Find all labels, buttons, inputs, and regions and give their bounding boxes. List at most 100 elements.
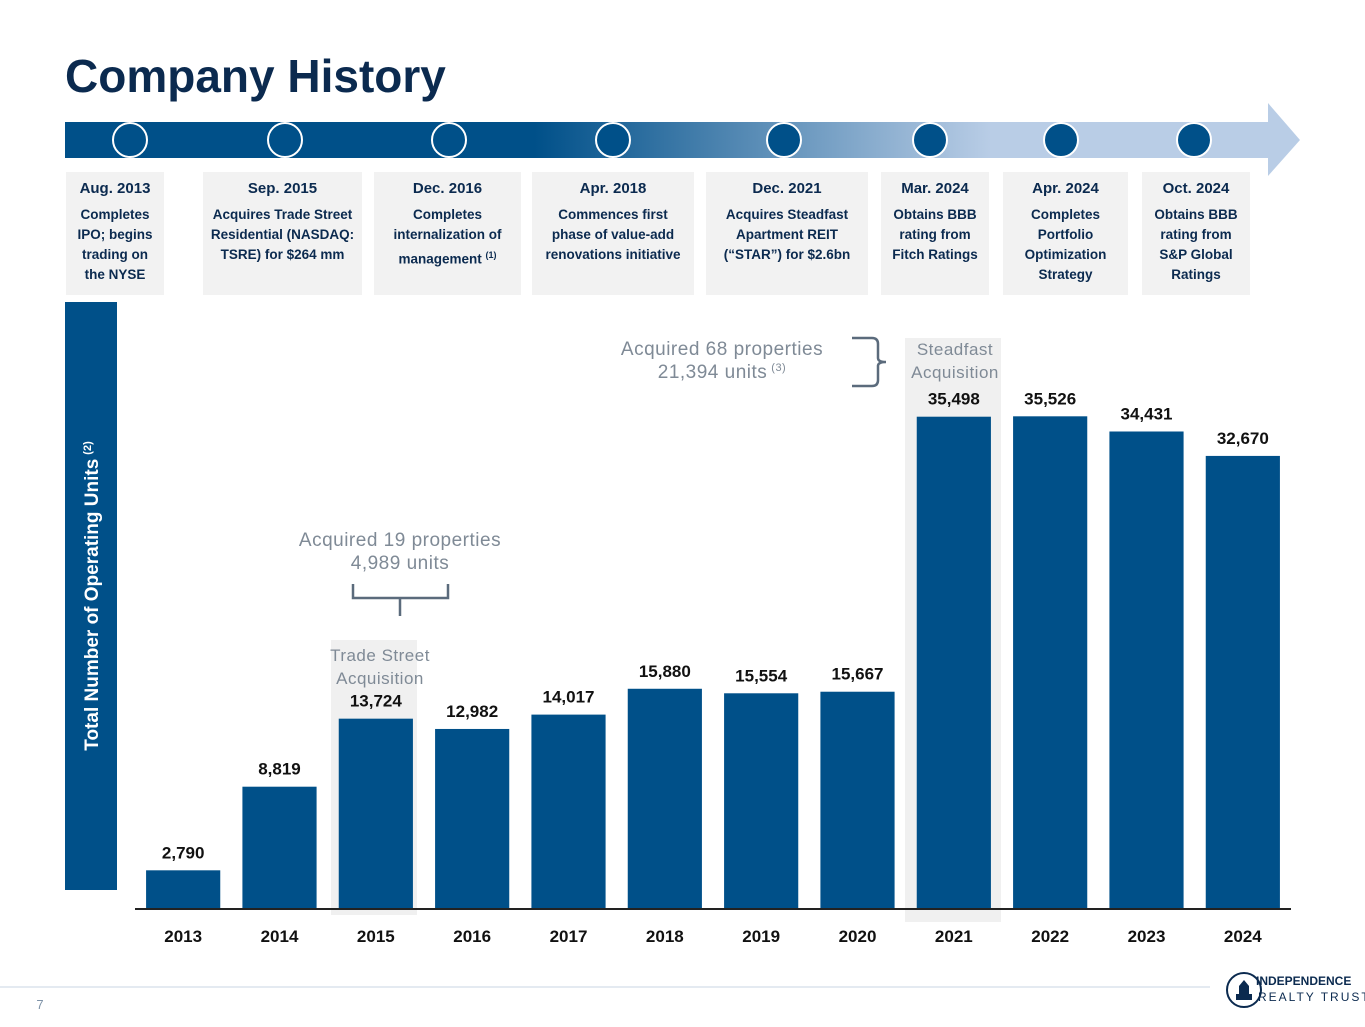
annotation: Acquisition xyxy=(336,669,424,688)
event-desc: Acquires Steadfast Apartment REIT (“STAR… xyxy=(723,207,851,262)
data-label: 32,670 xyxy=(1217,429,1269,448)
event-box: Apr. 2018 Commences first phase of value-… xyxy=(532,172,694,295)
event-date: Apr. 2024 xyxy=(1032,180,1099,197)
event-desc: Obtains BBB rating from Fitch Ratings xyxy=(892,207,978,262)
timeline-arrow xyxy=(65,103,1300,176)
data-label: 35,498 xyxy=(928,390,980,409)
event-box: Sep. 2015 Acquires Trade Street Residenti… xyxy=(203,172,362,295)
bar xyxy=(916,416,991,909)
event-date: Sep. 2015 xyxy=(247,180,318,197)
brace xyxy=(351,584,450,616)
x-tick-label: 2015 xyxy=(357,927,395,946)
data-label: 2,790 xyxy=(162,843,205,862)
x-tick-label: 2016 xyxy=(453,927,491,946)
data-label: 12,982 xyxy=(446,702,498,721)
event-date: Oct. 2024 xyxy=(1162,180,1230,197)
event-desc: Obtains BBB rating from S&P Global Ratin… xyxy=(1154,207,1238,282)
event-text: Obtains BBB rating from Fitch Ratings xyxy=(887,205,983,265)
event-desc: Completes internalization of management xyxy=(393,207,502,267)
event-date: Apr. 2018 xyxy=(579,180,647,197)
title: Company History xyxy=(65,50,446,102)
footnote-ref: (1) xyxy=(485,250,497,260)
annotation: Acquired 68 properties xyxy=(621,339,823,360)
bar xyxy=(146,870,221,909)
timeline-dot xyxy=(1176,122,1212,158)
data-label: 13,724 xyxy=(350,692,403,711)
x-tick-label: 2023 xyxy=(1128,927,1166,946)
annotation: 21,394 units (3) xyxy=(658,362,786,383)
bar xyxy=(531,714,606,909)
event-desc: Completes Portfolio Optimization Strateg… xyxy=(1024,207,1107,282)
footnote-ref: (3) xyxy=(771,362,786,374)
data-label: 34,431 xyxy=(1121,404,1173,423)
event-text: Acquires Steadfast Apartment REIT (“STAR… xyxy=(712,205,862,265)
event-text: Completes internalization of management … xyxy=(380,205,515,270)
event-text: Obtains BBB rating from S&P Global Ratin… xyxy=(1148,205,1244,285)
timeline-dot xyxy=(112,122,148,158)
event-box: Dec. 2016 Completes internalization of ma… xyxy=(374,172,521,295)
x-tick-label: 2018 xyxy=(646,927,684,946)
timeline-dot xyxy=(912,122,948,158)
logo-text: REALTY TRUST xyxy=(1258,990,1365,1004)
data-label: 14,017 xyxy=(543,688,595,707)
bar xyxy=(435,728,510,909)
bar xyxy=(724,693,799,909)
bar xyxy=(1109,431,1184,909)
x-tick-label: 2013 xyxy=(164,927,202,946)
event-desc: Completes IPO; begins trading on the NYS… xyxy=(77,207,153,282)
event-text: Acquires Trade Street Residential (NASDA… xyxy=(209,205,356,265)
annotation: Trade Street xyxy=(330,646,430,665)
y-label-box xyxy=(65,302,117,890)
x-tick-label: 2014 xyxy=(261,927,299,946)
annotation: Acquisition xyxy=(911,363,999,382)
x-tick-label: 2017 xyxy=(550,927,588,946)
event-box: Oct. 2024 Obtains BBB rating from S&P Glo… xyxy=(1142,172,1250,295)
event-date: Dec. 2021 xyxy=(752,180,822,197)
event-text: Completes Portfolio Optimization Strateg… xyxy=(1009,205,1122,285)
bar xyxy=(1205,455,1280,909)
y-axis-label: Total Number of Operating Units(2) xyxy=(82,441,103,751)
data-label: 15,667 xyxy=(832,665,884,684)
event-date: Dec. 2016 xyxy=(412,180,483,197)
bar xyxy=(1013,416,1088,909)
timeline-dot xyxy=(267,122,303,158)
timeline-dot xyxy=(1043,122,1079,158)
event-box: Apr. 2024 Completes Portfolio Optimizatio… xyxy=(1003,172,1128,295)
event-text: Completes IPO; begins trading on the NYS… xyxy=(72,205,158,285)
x-tick-label: 2019 xyxy=(742,927,780,946)
event-box: Aug. 2013 Completes IPO; begins trading o… xyxy=(66,172,164,295)
logo-building xyxy=(1236,980,1252,1000)
data-label: 8,819 xyxy=(258,760,301,779)
event-desc: Acquires Trade Street Residential (NASDA… xyxy=(210,207,355,262)
timeline-dot xyxy=(595,122,631,158)
logo-mark xyxy=(1226,972,1262,1008)
annotation-text: 21,394 units xyxy=(658,362,768,383)
bar xyxy=(627,688,702,909)
event-desc: Commences first phase of value-add renov… xyxy=(545,207,681,262)
timeline-dot xyxy=(431,122,467,158)
brace xyxy=(852,336,887,388)
bar xyxy=(820,691,895,909)
event-box: Mar. 2024 Obtains BBB rating from Fitch R… xyxy=(881,172,989,295)
bar xyxy=(242,786,317,909)
event-box: Dec. 2021 Acquires Steadfast Apartment RE… xyxy=(706,172,868,295)
data-label: 15,880 xyxy=(639,662,691,681)
x-tick-label: 2020 xyxy=(839,927,877,946)
x-tick-label: 2024 xyxy=(1224,927,1262,946)
event-text: Commences first phase of value-add renov… xyxy=(538,205,688,265)
event-date: Aug. 2013 xyxy=(79,180,151,197)
data-label: 35,526 xyxy=(1024,389,1076,408)
event-date: Mar. 2024 xyxy=(901,180,969,197)
x-tick-label: 2022 xyxy=(1031,927,1069,946)
timeline-dot xyxy=(766,122,802,158)
logo-text: INDEPENDENCE xyxy=(1256,974,1351,988)
page-number: 7 xyxy=(36,997,43,1012)
timeline-dots xyxy=(112,122,1212,158)
data-label: 15,554 xyxy=(735,666,788,685)
annotation: 4,989 units xyxy=(351,553,449,574)
annotation: Steadfast xyxy=(917,340,993,359)
annotation: Acquired 19 properties xyxy=(299,530,501,551)
bar xyxy=(338,718,413,909)
